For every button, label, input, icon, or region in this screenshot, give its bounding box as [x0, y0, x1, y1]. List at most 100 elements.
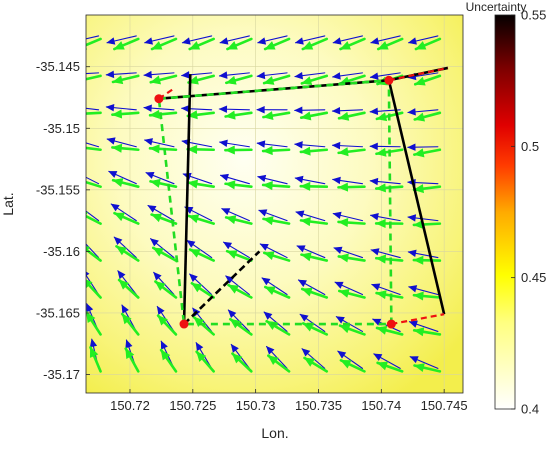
arrow-head — [294, 141, 303, 149]
green-arrow — [300, 252, 329, 262]
green-arrow — [337, 253, 366, 263]
arrow-head — [105, 103, 115, 112]
blue-arrow — [106, 137, 137, 148]
arrow-head — [300, 252, 312, 262]
arrow-shaft — [86, 176, 100, 185]
green-arrow — [120, 312, 140, 336]
blue-arrow — [372, 318, 401, 332]
green-arrow — [301, 37, 329, 51]
green-arrow — [187, 214, 215, 225]
green-arrow — [186, 179, 215, 189]
green-arrow — [303, 356, 329, 373]
green-arrow — [413, 363, 442, 373]
blue-arrow — [294, 71, 326, 80]
arrow-head — [413, 327, 425, 337]
arrow-head — [219, 173, 229, 182]
arrow-head — [125, 339, 133, 349]
blue-arrow — [108, 170, 137, 185]
blue-arrow — [86, 176, 100, 185]
blue-arrow — [332, 211, 364, 222]
arrow-head — [299, 313, 309, 322]
arrow-head — [112, 75, 124, 85]
green-arrow — [225, 74, 253, 85]
green-arrow — [267, 354, 291, 373]
y-tick-label: -35.165 — [36, 305, 80, 320]
arrow-head — [75, 76, 85, 84]
arrow-head — [375, 254, 387, 264]
blue-arrow — [301, 348, 326, 369]
blue-arrow — [334, 281, 364, 296]
arrow-head — [375, 183, 386, 193]
blue-arrow — [369, 177, 401, 186]
blue-arrow — [186, 239, 213, 259]
arrow-head — [144, 138, 153, 146]
green-arrow — [374, 254, 404, 264]
green-arrow — [224, 180, 253, 190]
arrow-head — [261, 277, 271, 286]
green-arrow — [338, 324, 366, 336]
arrow-head — [160, 340, 168, 350]
arrow-head — [264, 41, 276, 50]
red-dashed-path — [391, 313, 445, 326]
arrow-head — [294, 175, 304, 184]
blue-arrow — [294, 141, 326, 149]
arrow-head — [69, 104, 77, 110]
arrow-head — [224, 145, 235, 155]
arrow-shaft — [86, 247, 102, 262]
blue-arrow — [145, 171, 175, 185]
blue-arrow — [181, 35, 213, 45]
green-arrow — [224, 110, 253, 120]
green-arrow — [149, 178, 178, 188]
green-arrow — [261, 146, 291, 156]
arrow-head — [407, 37, 417, 45]
arrow-head — [414, 76, 426, 86]
arrow-head — [75, 203, 83, 210]
green-arrow — [263, 285, 291, 299]
colorbar-tick-label: 0.4 — [521, 402, 539, 417]
arrow-head — [294, 37, 304, 45]
arrow-shaft — [86, 107, 100, 111]
green-arrow — [412, 255, 442, 265]
blue-arrow — [69, 104, 100, 111]
arrow-head — [332, 176, 341, 185]
arrow-head — [106, 137, 116, 145]
arrow-shaft — [86, 146, 102, 152]
arrow-shaft — [86, 37, 102, 47]
arrow-head — [113, 41, 125, 50]
arrow-head — [407, 143, 416, 151]
arrow-head — [89, 338, 98, 348]
blue-arrow — [86, 72, 100, 75]
arrow-head — [262, 181, 273, 191]
green-arrow — [337, 147, 366, 157]
arrow-head — [370, 37, 380, 45]
blue-arrow — [70, 137, 100, 148]
arrow-head — [263, 251, 275, 261]
blue-arrow — [113, 236, 137, 259]
arrow-head — [375, 290, 387, 300]
y-tick-label: -35.16 — [43, 244, 80, 259]
arrow-head — [226, 250, 238, 259]
arrow-head — [150, 213, 163, 223]
blue-arrow — [144, 35, 175, 45]
arrow-head — [70, 137, 78, 143]
blue-arrow — [333, 246, 364, 259]
blue-arrow — [218, 139, 250, 148]
green-arrow — [413, 148, 442, 158]
arrow-head — [409, 356, 419, 364]
arrow-head — [301, 76, 313, 86]
green-arrow — [86, 279, 102, 299]
green-arrow — [262, 216, 291, 226]
arrow-head — [302, 41, 314, 50]
arrow-head — [86, 303, 94, 313]
green-arrow — [75, 74, 102, 84]
arrow-head — [224, 110, 236, 120]
arrow-head — [149, 109, 160, 119]
black-solid-path — [387, 79, 446, 315]
arrow-head — [263, 76, 275, 85]
blue-arrow — [150, 238, 175, 259]
arrow-head — [337, 217, 349, 228]
arrow-head — [226, 41, 238, 50]
green-arrow — [159, 348, 178, 373]
green-arrow — [111, 143, 140, 153]
arrow-head — [231, 353, 243, 364]
